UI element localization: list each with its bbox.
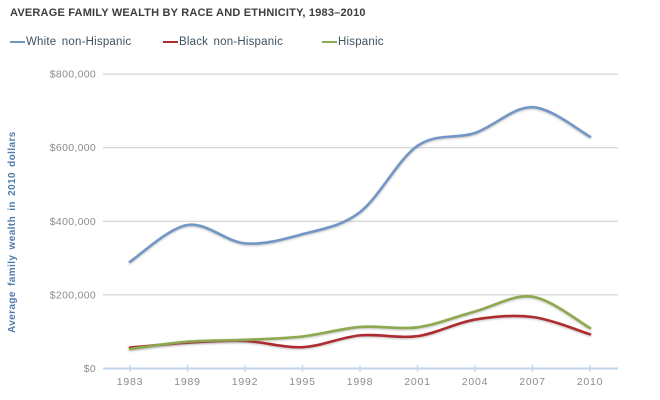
legend-line-swatch-black [163,40,178,44]
x-tick-label: 1983 [117,376,144,388]
series-line-black-non-hispanic [128,314,592,349]
x-tick-label: 1995 [289,376,316,388]
legend-label: Black non-Hispanic [179,36,284,48]
legend-label: Hispanic [338,36,384,48]
legend-label: White non-Hispanic [26,36,132,48]
y-tick-label: $200,000 [50,289,96,301]
x-tick-label: 1998 [347,376,374,388]
x-tick-label: 2001 [404,376,431,388]
y-tick-label: $0 [84,363,96,375]
series-line-hispanic [128,295,592,351]
x-tick-label: 2007 [519,376,546,388]
chart-title: AVERAGE FAMILY WEALTH BY RACE AND ETHNIC… [10,7,366,19]
x-tick-label: 1989 [174,376,201,388]
x-tick-label: 2004 [462,376,489,388]
legend: White non-Hispanic Black non-Hispanic Hi… [0,35,660,49]
y-tick-label: $600,000 [50,142,96,154]
x-tick-label: 2010 [577,376,604,388]
x-tick-label: 1992 [232,376,259,388]
y-tick-label: $800,000 [50,69,96,81]
series-line-white-non-hispanic [128,105,592,264]
legend-item-hispanic: Hispanic [322,35,384,49]
legend-item-black-non-hispanic: Black non-Hispanic [163,35,283,49]
y-tick-label: $400,000 [50,216,96,228]
legend-line-swatch-hispanic [322,40,337,44]
legend-line-swatch-white [10,40,25,44]
legend-item-white-non-hispanic: White non-Hispanic [10,35,131,49]
